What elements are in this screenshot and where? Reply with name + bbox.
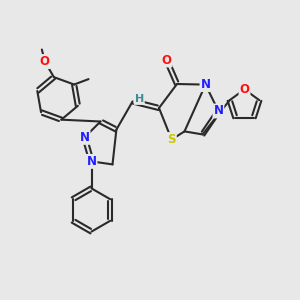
Text: O: O xyxy=(40,55,50,68)
Text: N: N xyxy=(80,131,90,144)
Text: H: H xyxy=(135,94,144,104)
Text: N: N xyxy=(200,78,211,91)
Text: S: S xyxy=(167,133,176,146)
Text: N: N xyxy=(213,104,224,118)
Text: N: N xyxy=(86,155,97,168)
Text: O: O xyxy=(161,53,172,67)
Text: O: O xyxy=(239,83,250,96)
